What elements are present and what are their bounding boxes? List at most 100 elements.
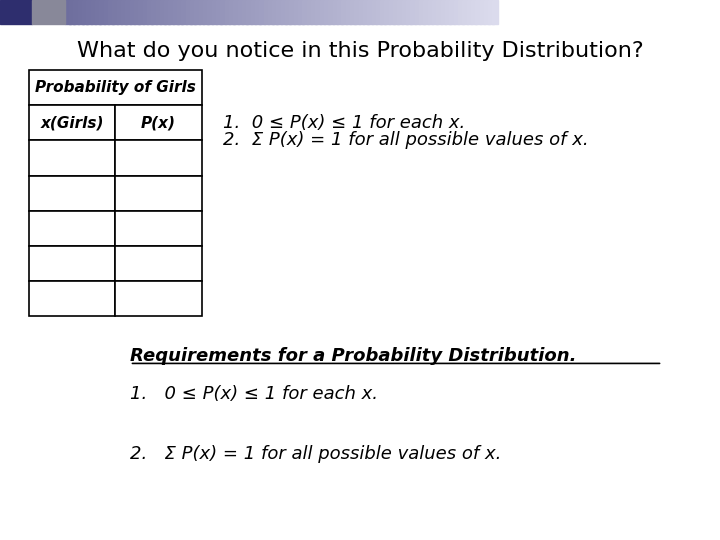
Bar [432,0,438,24]
Text: P(x): P(x) [141,116,176,130]
Bar [29,246,115,281]
Text: What do you notice in this Probability Distribution?: What do you notice in this Probability D… [77,41,643,62]
Bar [216,0,222,24]
Bar [467,0,472,24]
Bar [324,0,330,24]
Bar [29,211,115,246]
Text: 2.   Σ P(x) = 1 for all possible values of x.: 2. Σ P(x) = 1 for all possible values of… [130,444,501,463]
Bar [406,0,412,24]
Bar [229,0,235,24]
Bar [156,0,161,24]
Bar [212,0,217,24]
Bar [380,0,386,24]
Bar [82,0,88,24]
Bar [454,0,459,24]
Bar [121,0,127,24]
Bar [289,0,295,24]
Bar [112,0,118,24]
Bar [108,0,114,24]
Bar [242,0,248,24]
Bar [341,0,347,24]
Bar [281,0,287,24]
Bar [177,0,183,24]
Bar [389,0,395,24]
Bar [181,0,187,24]
Bar [492,0,498,24]
Bar [298,0,304,24]
Bar [410,0,416,24]
Bar [384,0,390,24]
Bar [194,0,200,24]
Bar [415,0,420,24]
Bar [307,0,312,24]
Bar [354,0,360,24]
Text: x(Girls): x(Girls) [40,116,104,130]
Bar [449,0,455,24]
Bar [186,0,192,24]
Bar [259,0,265,24]
Bar [441,0,446,24]
Bar [328,0,334,24]
Bar [99,0,105,24]
Bar [225,0,230,24]
Bar [276,0,282,24]
Bar [484,0,490,24]
Bar [428,0,433,24]
Bar [480,0,485,24]
Bar [363,0,369,24]
Bar [73,0,79,24]
Bar [104,0,109,24]
Bar [337,0,343,24]
Bar [29,105,115,140]
Bar [233,0,239,24]
Bar [462,0,468,24]
Bar [91,0,96,24]
Bar [436,0,442,24]
Bar [285,0,291,24]
Bar [294,0,300,24]
Bar [419,0,425,24]
Text: 1.   0 ≤ P(x) ≤ 1 for each x.: 1. 0 ≤ P(x) ≤ 1 for each x. [130,385,377,403]
Bar [346,0,351,24]
Bar [372,0,377,24]
Bar [264,0,269,24]
Text: 2.  Σ P(x) = 1 for all possible values of x.: 2. Σ P(x) = 1 for all possible values of… [223,131,589,150]
Bar [268,0,274,24]
Bar [488,0,494,24]
Bar [134,0,140,24]
Text: Probability of Girls: Probability of Girls [35,80,196,95]
Bar [402,0,408,24]
Bar [207,0,213,24]
Bar [333,0,338,24]
Bar [458,0,464,24]
Bar [29,176,115,211]
Bar [471,0,477,24]
Bar [255,0,261,24]
Bar [115,246,202,281]
Bar [115,140,202,176]
Text: Requirements for a Probability Distribution.: Requirements for a Probability Distribut… [130,347,576,366]
Bar [115,281,202,316]
Bar [151,0,157,24]
Bar [86,0,92,24]
Text: 1.  0 ≤ P(x) ≤ 1 for each x.: 1. 0 ≤ P(x) ≤ 1 for each x. [223,114,465,132]
Bar [320,0,325,24]
Bar [138,0,144,24]
Bar [315,0,321,24]
Bar [29,140,115,176]
Bar [272,0,278,24]
Bar [143,0,148,24]
Bar [251,0,256,24]
Bar [190,0,196,24]
Bar [160,0,166,24]
Bar [115,105,202,140]
Bar [29,70,202,105]
Bar [125,0,131,24]
Bar [311,0,317,24]
Bar [376,0,382,24]
Bar [173,0,179,24]
Bar [147,0,153,24]
Bar [65,0,71,24]
Bar [78,0,84,24]
Bar [164,0,170,24]
